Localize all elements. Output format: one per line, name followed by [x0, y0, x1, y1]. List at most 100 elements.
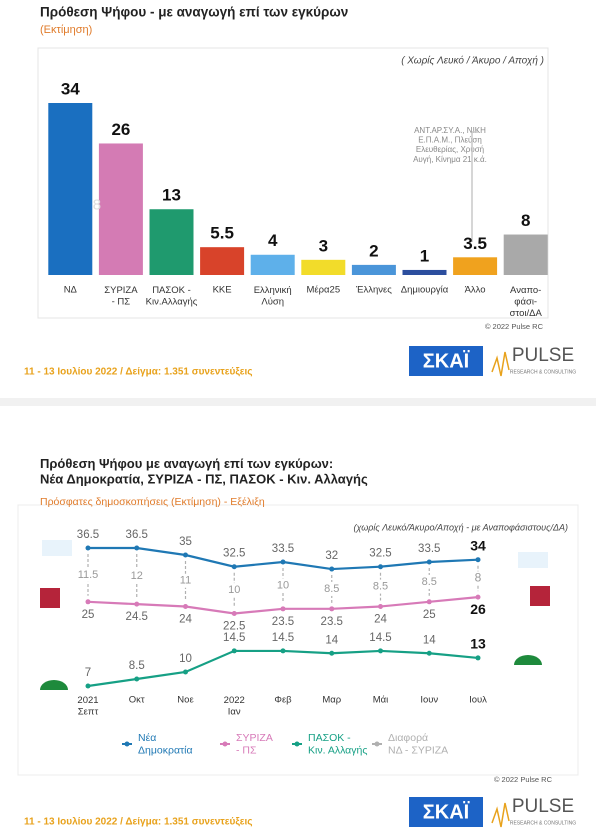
pulse-logo-wave	[491, 802, 510, 828]
point	[280, 559, 286, 565]
value-label: 25	[82, 609, 95, 621]
text-line: Νέα Δημοκρατία, ΣΥΡΙΖΑ - ΠΣ, ΠΑΣΟΚ - Κιν…	[40, 472, 368, 487]
legend-label: Νέα Δημοκρατία	[138, 732, 193, 757]
value-label: 34	[470, 537, 486, 553]
point	[329, 566, 335, 572]
bar	[48, 103, 93, 275]
x-tick-label: Μάι	[373, 695, 389, 706]
value-label: 13	[470, 636, 486, 652]
chart-title: Πρόθεση Ψήφου με αναγωγή επί των εγκύρων…	[40, 456, 368, 487]
text-line: Ιαν	[228, 706, 241, 717]
value-label: 23.5	[321, 616, 343, 628]
point	[134, 676, 140, 682]
x-tick-label: Μέρα25	[306, 285, 340, 296]
chart-note: (χωρίς Λευκό/Άκυρο/Αποχή - με Αναποφάσισ…	[353, 522, 568, 532]
value-label: 2	[369, 241, 378, 260]
x-tick-label: ΚΚΕ	[213, 285, 232, 296]
value-label: 14	[423, 634, 436, 646]
chart-title: Πρόθεση Ψήφου - με αναγωγή επί των εγκύρ…	[40, 5, 348, 20]
chart-note: ( Χωρίς Λευκό / Άκυρο / Αποχή )	[401, 55, 544, 67]
point	[280, 648, 286, 654]
difference-label-bg	[272, 578, 294, 593]
point	[475, 557, 481, 563]
value-label: 1	[420, 246, 429, 265]
panel-gap	[0, 398, 596, 406]
x-tick-label: ΠΑΣΟΚ -Κιν.Αλλαγής	[146, 285, 198, 307]
point	[134, 545, 140, 551]
difference-label-bg	[467, 571, 489, 586]
channel-logo	[409, 797, 483, 827]
legend-marker	[374, 741, 380, 747]
text-line: ΠΑΣΟΚ -	[152, 285, 191, 296]
value-label: 13	[162, 186, 181, 205]
chart-frame	[37, 47, 549, 319]
value-label: 3	[319, 236, 328, 255]
x-tick-label: Μαρ	[322, 695, 341, 706]
text-line: Αυγή, Κίνημα 21 κ.ά.	[413, 155, 487, 164]
value-label: 4	[268, 231, 278, 250]
bar	[503, 234, 548, 275]
text-line: ΑΝΤ.ΑΡ.ΣΥ.Α., ΝΙΚΗ	[414, 126, 486, 135]
point	[231, 610, 237, 616]
text-line: ΣΥΡΙΖΑ	[236, 732, 273, 744]
value-label: 32.5	[223, 548, 245, 560]
value-label: 14.5	[369, 632, 391, 644]
point	[329, 606, 335, 612]
difference-label: 10	[277, 579, 289, 591]
point	[426, 650, 432, 656]
text-line: Αναπο-	[510, 285, 541, 296]
value-label: 22.5	[223, 621, 245, 633]
difference-label: 8.5	[324, 583, 339, 595]
pulse-logo-wave	[491, 351, 510, 377]
x-tick-label: 2022 Ιαν	[224, 695, 245, 717]
point	[183, 552, 188, 558]
text-line: Ε.Π.Α.Μ., Πλεύση	[418, 136, 482, 145]
value-label: 34	[61, 79, 80, 98]
point	[134, 601, 140, 607]
difference-label: 11.5	[78, 569, 99, 581]
text-line: στοι/ΔΑ	[510, 307, 543, 318]
value-label: 33.5	[272, 543, 294, 555]
text-line: Κιν.Αλλαγής	[146, 296, 198, 307]
difference-label: 10	[228, 584, 240, 596]
point	[475, 655, 481, 661]
value-label: 8	[521, 211, 530, 230]
text-line: Ελληνική	[254, 285, 292, 296]
value-label: 5.5	[210, 224, 234, 243]
text-line: Νέα	[138, 732, 156, 744]
chart-frame	[17, 504, 579, 776]
difference-label-bg	[320, 581, 343, 596]
x-tick-label: Νοε	[177, 695, 194, 706]
x-tick-label: Φεβ	[274, 695, 292, 706]
party-logo	[518, 552, 548, 568]
text-line: Δημοκρατία	[138, 744, 193, 756]
value-label: 26	[111, 120, 130, 139]
value-label: 23.5	[272, 616, 294, 628]
pollster-logo-text: PULSE	[512, 796, 574, 817]
value-label: 7	[85, 667, 91, 679]
difference-label-bg	[77, 567, 99, 582]
text-line: ΠΑΣΟΚ -	[308, 732, 351, 744]
difference-label: 8.5	[373, 580, 388, 592]
text-line: - ΠΣ	[112, 296, 131, 307]
bar	[351, 264, 396, 275]
channel-logo-text: ΣΚΑΪ	[423, 800, 470, 823]
legend-label: Διαφορά ΝΔ - ΣΥΡΙΖΑ	[388, 732, 448, 757]
difference-label-bg	[174, 573, 197, 588]
point	[426, 599, 432, 605]
text-line: - ΠΣ	[236, 744, 257, 756]
difference-label-bg	[369, 579, 392, 594]
point	[378, 603, 383, 609]
point	[231, 648, 237, 654]
x-tick-label: Αναπο-φάσι-στοι/ΔΑ	[510, 285, 543, 319]
legend-label: ΣΥΡΙΖΑ - ΠΣ	[236, 732, 273, 757]
value-label: 24.5	[126, 611, 148, 623]
chart-subtitle: (Εκτίμηση)	[40, 24, 92, 36]
value-label: 36.5	[77, 529, 99, 541]
value-label: 36.5	[126, 529, 148, 541]
party-logo	[40, 680, 68, 690]
footer: 11 - 13 Ιουλίου 2022 / Δείγμα: 1.351 συν…	[24, 367, 253, 378]
point	[85, 599, 91, 605]
point	[85, 683, 91, 689]
pollster-logo-text: PULSE	[512, 345, 574, 366]
